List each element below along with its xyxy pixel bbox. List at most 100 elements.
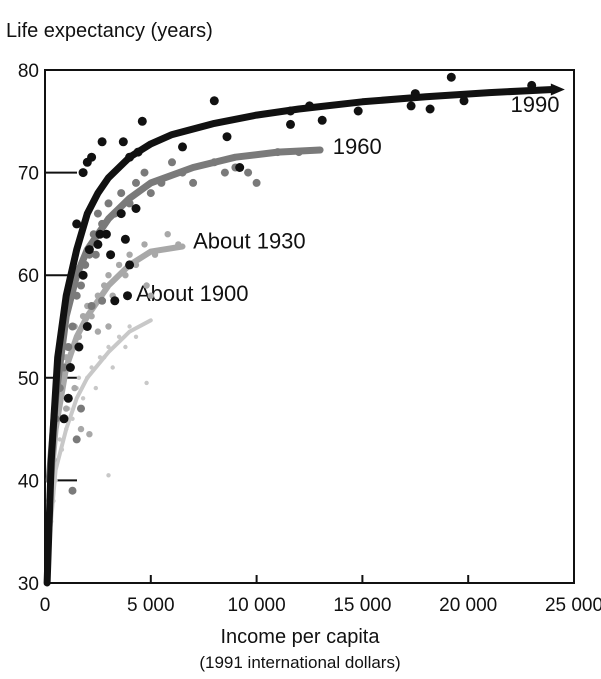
series-point-about-1900-23 [127, 324, 132, 329]
series-point-1960-17 [140, 168, 149, 177]
y-tick-label-60: 60 [18, 266, 39, 287]
y-tick-label-50: 50 [18, 369, 39, 390]
series-point-about-1930-29 [86, 431, 93, 438]
series-point-about-1930-15 [122, 272, 129, 279]
y-tick-label-80: 80 [18, 61, 39, 82]
x-tick-label-10000: 10 000 [228, 595, 286, 616]
series-label-about-1930: About 1930 [193, 229, 306, 254]
series-label-1990: 1990 [511, 92, 560, 117]
series-point-1990-0 [72, 219, 82, 229]
series-point-about-1930-10 [94, 292, 102, 299]
series-point-about-1930-27 [62, 405, 70, 412]
series-point-1990-10 [209, 96, 219, 106]
series-point-1960-12 [104, 199, 113, 208]
series-point-1960-32 [91, 250, 100, 259]
series-point-1990-30 [125, 260, 135, 270]
series-point-1990-39 [78, 270, 88, 280]
series-point-about-1900-13 [80, 396, 86, 401]
series-point-1960-10 [93, 209, 102, 218]
series-point-1990-8 [133, 147, 143, 157]
series-point-1960-19 [157, 178, 166, 187]
series-point-1990-34 [74, 342, 84, 352]
series-point-1990-5 [118, 137, 128, 147]
y-tick-label-70: 70 [18, 164, 39, 185]
series-point-about-1900-24 [133, 334, 139, 339]
series-point-about-1900-10 [70, 416, 75, 421]
series-point-1990-15 [286, 119, 295, 129]
series-point-1990-17 [317, 115, 327, 125]
series-point-1960-4 [68, 322, 77, 331]
series-point-about-1930-12 [105, 272, 112, 279]
series-point-1960-26 [244, 168, 253, 177]
series-point-1960-21 [178, 168, 187, 177]
series-point-about-1900-17 [97, 355, 103, 360]
series-point-about-1930-21 [175, 241, 182, 248]
series-point-1990-23 [527, 80, 537, 90]
x-axis-label: Income per capita [221, 626, 381, 648]
series-line-about-1930 [46, 243, 186, 504]
series-point-about-1900-15 [89, 365, 94, 370]
series-point-1990-4 [97, 137, 107, 147]
series-point-1990-1 [78, 168, 88, 178]
series-line-about-1900 [47, 318, 153, 544]
series-arrowhead-1990 [550, 83, 565, 96]
plot-area: 0 5 000 10 000 15 000 20 000 25 000 30 40 50 60 70… [18, 61, 601, 616]
series-point-about-1930-16 [126, 251, 133, 258]
series-point-1960-16 [132, 178, 140, 187]
series-point-1960-5 [72, 291, 81, 300]
y-tick-label-40: 40 [18, 471, 39, 492]
series-point-about-1930-6 [75, 333, 83, 340]
series-point-about-1900-5 [59, 447, 65, 452]
series-point-about-1930-28 [77, 425, 85, 433]
x-tick-label-25000: 25 000 [545, 595, 601, 616]
series-point-about-1930-17 [132, 261, 140, 269]
series-point-1990-25 [120, 234, 130, 244]
series-point-about-1900-21 [116, 334, 122, 339]
series-point-about-1900-22 [123, 344, 128, 350]
series-point-about-1930-19 [151, 251, 159, 258]
series-point-1960-35 [68, 486, 77, 495]
series-point-about-1930-24 [105, 323, 112, 330]
series-point-1990-13 [286, 106, 295, 116]
series-point-about-1900-4 [57, 437, 62, 442]
series-point-about-1900-20 [110, 365, 115, 370]
series-point-1960-2 [60, 363, 68, 372]
y-tick-label-30: 30 [18, 574, 39, 595]
series-point-about-1930-20 [164, 231, 171, 238]
series-point-about-1930-9 [88, 313, 95, 320]
series-point-about-1900-14 [85, 375, 90, 380]
series-point-1990-22 [459, 96, 469, 106]
series-point-about-1930-26 [71, 384, 78, 392]
series-point-1990-35 [65, 363, 75, 372]
series-point-1990-36 [63, 393, 73, 403]
series-point-1960-33 [72, 435, 81, 444]
series-point-1990-32 [110, 296, 120, 306]
series-point-1960-18 [146, 189, 155, 198]
series-point-about-1900-19 [106, 344, 111, 350]
series-point-1990-14 [305, 101, 314, 111]
x-axis-sublabel: (1991 international dollars) [199, 653, 400, 672]
series-point-1990-38 [84, 245, 94, 255]
series-point-1960-7 [81, 260, 90, 269]
series-point-1990-28 [116, 209, 126, 219]
series-point-1960-23 [210, 158, 219, 167]
series-point-1990-20 [406, 101, 416, 111]
series-point-1960-11 [98, 219, 107, 228]
series-point-1990-18 [410, 89, 420, 99]
series-label-about-1900: About 1900 [136, 281, 249, 306]
series-point-1990-19 [425, 104, 435, 114]
series-point-1990-37 [59, 414, 69, 424]
series-point-about-1900-18 [102, 355, 107, 360]
series-point-1990-21 [446, 72, 456, 82]
series-point-1990-40 [106, 250, 116, 260]
series-point-1990-6 [125, 152, 135, 162]
series-point-about-1930-25 [94, 328, 102, 335]
series-point-1990-3 [87, 152, 97, 162]
series-point-1960-13 [110, 209, 119, 218]
series-point-1990-16 [353, 106, 363, 116]
plot-frame [44, 69, 575, 584]
series-point-1960-6 [77, 281, 85, 290]
series-point-1990-27 [101, 229, 111, 239]
series-point-1990-31 [123, 291, 132, 301]
